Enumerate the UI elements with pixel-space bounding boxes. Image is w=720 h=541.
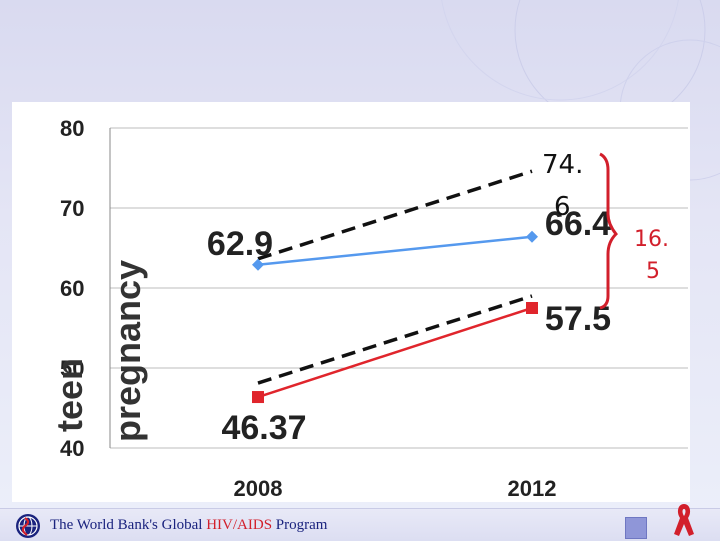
- footer-text-highlight: HIV/AIDS: [206, 517, 273, 533]
- annotation-right-line1: 16.: [634, 227, 669, 252]
- data-label: 62.9: [207, 225, 273, 263]
- series-point: [252, 258, 264, 271]
- footer-text-after: Program: [272, 517, 328, 533]
- chart-gridlines: [110, 127, 688, 449]
- x-tick-label: 2008: [234, 476, 283, 501]
- annotation-top-line2: 6: [554, 192, 571, 222]
- y-tick-label: 50: [60, 356, 84, 381]
- series-point: [526, 302, 538, 314]
- data-label: 46.37: [221, 409, 306, 447]
- data-label: 57.5: [545, 300, 611, 338]
- x-axis-ticks: 2008 2012: [234, 476, 557, 501]
- series-line: [257, 306, 533, 399]
- x-tick-label: 2012: [508, 476, 557, 501]
- footer-bar: The World Bank's Global HIV/AIDS Program: [0, 508, 720, 541]
- trend-dashed-lines: [257, 169, 533, 385]
- y-axis-ticks: 80 70 60 50 40: [60, 116, 84, 461]
- footer-program-title: The World Bank's Global HIV/AIDS Program: [50, 517, 327, 534]
- series-point: [526, 230, 538, 243]
- annotations: 74. 6 16. 5: [542, 150, 669, 310]
- y-axis-label-line2: pregnancy: [107, 260, 148, 442]
- y-tick-label: 40: [60, 436, 84, 461]
- dashed-trend-line: [257, 169, 533, 261]
- aids-ribbon-icon: [674, 504, 694, 536]
- dashed-trend-line: [257, 294, 533, 385]
- world-bank-globe-icon: [16, 514, 40, 538]
- bracket-annotation: [599, 152, 619, 310]
- series-point: [252, 391, 264, 404]
- y-axis-label-line1: teen: [49, 358, 90, 432]
- series-line: [257, 235, 533, 267]
- footer-square-icon: [625, 517, 647, 539]
- annotation-top-line1: 74.: [542, 150, 583, 180]
- chart-panel: 80 70 60 50 40 2008 2012 teen pregnancy 62.9 6…: [12, 102, 690, 502]
- y-tick-label: 80: [60, 116, 84, 141]
- y-tick-label: 60: [60, 276, 84, 301]
- y-tick-label: 70: [60, 196, 84, 221]
- annotation-right-line2: 5: [646, 259, 660, 284]
- chart-series: [252, 230, 538, 404]
- data-labels: 62.9 66.4 46.37 57.5: [207, 205, 611, 447]
- footer-text-before: The World Bank's Global: [50, 517, 207, 533]
- data-label: 66.4: [545, 205, 611, 243]
